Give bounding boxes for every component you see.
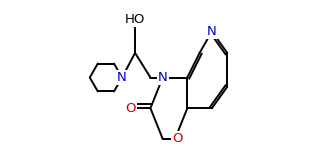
Text: N: N: [158, 71, 168, 84]
Text: O: O: [126, 102, 136, 115]
Text: N: N: [207, 25, 217, 38]
Text: O: O: [172, 132, 182, 145]
Text: N: N: [117, 71, 127, 84]
Text: HO: HO: [125, 13, 145, 26]
